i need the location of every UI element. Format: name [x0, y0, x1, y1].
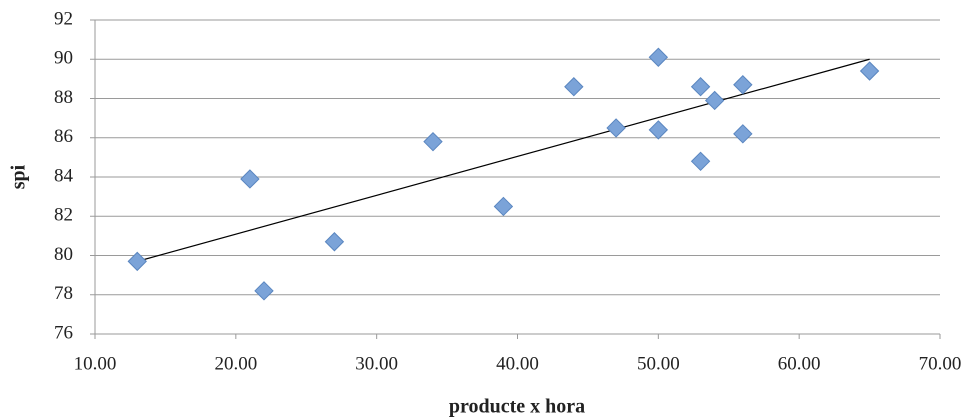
point [254, 281, 274, 301]
point [127, 251, 147, 272]
y-tick-label: 90 [54, 48, 73, 69]
x-tick-label: 10.00 [74, 353, 117, 374]
y-tick-label: 76 [54, 322, 73, 343]
y-tick-label: 86 [54, 126, 73, 147]
y-axis-title: spi [8, 164, 30, 189]
point [606, 118, 626, 138]
point [733, 75, 753, 95]
y-tick-label: 92 [54, 8, 73, 29]
point [648, 47, 669, 67]
x-tick-label: 40.00 [496, 353, 539, 374]
y-tick-label: 80 [54, 244, 73, 265]
point [648, 120, 669, 140]
y-tick-label: 84 [54, 165, 74, 186]
point [733, 124, 753, 144]
x-tick-label: 70.00 [919, 353, 962, 374]
point [690, 151, 711, 172]
point [859, 61, 880, 81]
x-tick-label: 20.00 [214, 353, 257, 374]
point [423, 131, 443, 152]
x-tick-label: 60.00 [778, 353, 821, 374]
point [493, 196, 514, 217]
point [564, 77, 584, 97]
y-tick-label: 78 [54, 283, 73, 304]
trendline [137, 58, 870, 262]
point [704, 90, 725, 111]
y-tick-label: 82 [54, 205, 73, 226]
point [240, 169, 260, 189]
y-tick-label: 88 [54, 87, 73, 108]
x-tick-label: 50.00 [637, 353, 680, 374]
point [690, 77, 711, 97]
x-tick-label: 30.00 [355, 353, 398, 374]
point [324, 232, 345, 252]
x-axis-title: producte x hora [449, 396, 585, 418]
